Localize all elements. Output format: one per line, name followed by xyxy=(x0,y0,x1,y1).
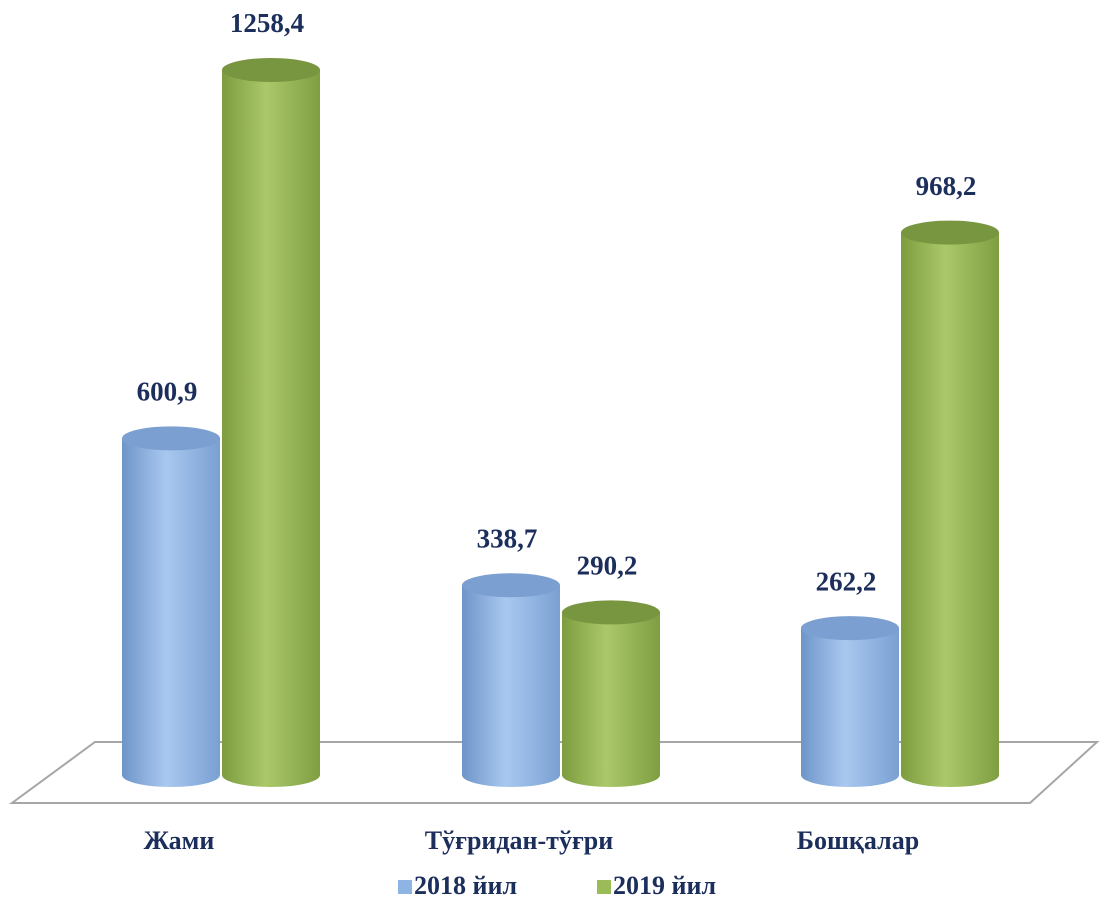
cylinder-top xyxy=(562,600,660,625)
cylinder-top xyxy=(901,220,999,245)
value-label: 338,7 xyxy=(477,523,538,553)
cylinder-top xyxy=(122,426,220,451)
legend-label: 2018 йил xyxy=(414,871,517,900)
cylinder-top xyxy=(801,616,899,641)
legend-swatch xyxy=(597,880,611,894)
cylinder xyxy=(901,232,999,787)
cylinder xyxy=(222,70,320,787)
x-tick-label: Бошқалар xyxy=(797,826,919,855)
cylinder xyxy=(462,585,560,787)
cylinder-top xyxy=(462,573,560,598)
cylinder xyxy=(122,438,220,787)
x-tick-label: Тўғридан-тўғри xyxy=(425,826,613,855)
x-tick-label: Жами xyxy=(144,826,215,855)
value-label: 968,2 xyxy=(916,171,977,201)
legend-swatch xyxy=(398,880,412,894)
cylinder xyxy=(801,628,899,787)
legend-label: 2019 йил xyxy=(613,871,716,900)
value-label: 600,9 xyxy=(137,377,198,407)
value-label: 290,2 xyxy=(577,551,638,581)
cylinder xyxy=(562,612,660,787)
cylinder-top xyxy=(222,58,320,82)
floor xyxy=(8,741,1100,804)
value-label: 262,2 xyxy=(816,566,877,596)
value-label: 1258,4 xyxy=(230,8,304,38)
